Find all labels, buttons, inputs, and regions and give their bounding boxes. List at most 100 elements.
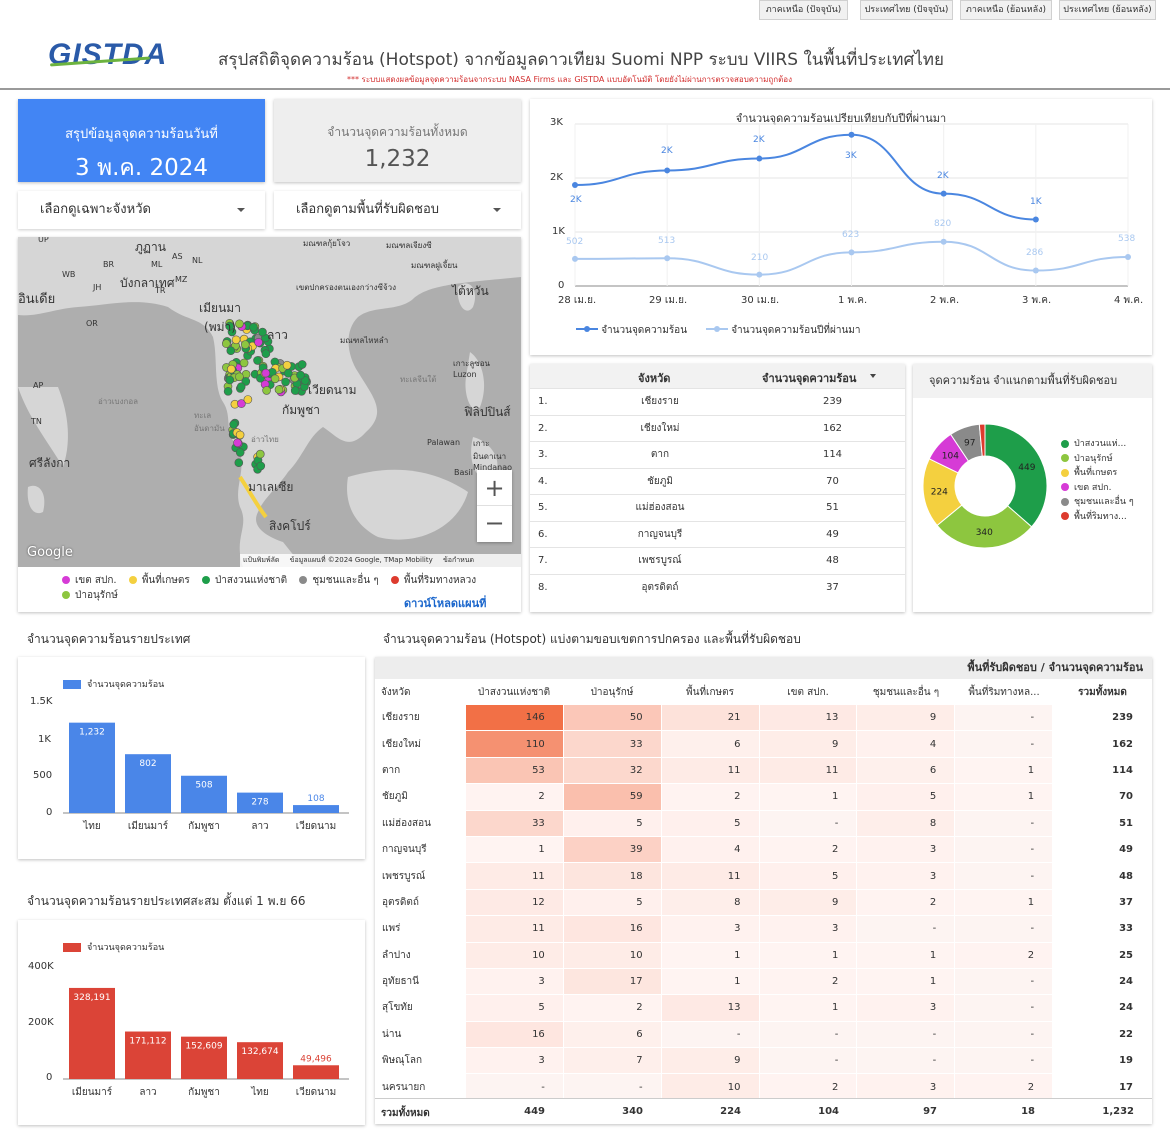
province-row[interactable]: 4. ชัยภูมิ 70 <box>530 467 905 495</box>
pivot-value-cell: 2 <box>758 1073 858 1101</box>
hotspot-dot <box>239 358 249 368</box>
download-map-link[interactable]: ดาวน์โหลดแผนที่ <box>404 597 487 610</box>
pivot-value-cell: 2 <box>660 783 760 811</box>
pivot-row[interactable]: ลำปาง 10 10 1 1 1 2 25 <box>375 941 1152 969</box>
map-label: TN <box>31 417 42 426</box>
count-cell: 162 <box>760 414 905 442</box>
hotspot-dot <box>249 322 258 332</box>
donut-legend-item: เขต สปก. <box>1061 481 1134 496</box>
hotspot-dot <box>234 458 244 467</box>
province-row[interactable]: 2. เชียงใหม่ 162 <box>530 414 905 442</box>
province-row[interactable]: 6. กาญจนบุรี 49 <box>530 520 905 548</box>
pivot-total-cell: 162 <box>1052 730 1152 758</box>
pivot-total-cell: 70 <box>1052 783 1152 811</box>
pivot-row[interactable]: อุตรดิตถ์ 12 5 8 9 2 1 37 <box>375 888 1152 917</box>
btn-thailand-history[interactable]: ประเทศไทย (ย้อนหลัง) <box>1059 0 1156 20</box>
pivot-value-cell: 1 <box>954 756 1054 785</box>
x-tick: เวียดนาม <box>296 1086 336 1098</box>
hotspot-dot <box>283 369 293 378</box>
pivot-row[interactable]: กาญจนบุรี 1 39 4 2 3-49 <box>375 835 1152 864</box>
data-point <box>756 271 763 278</box>
previous-label: 623 <box>842 230 860 240</box>
previous-label: 513 <box>658 236 676 246</box>
pivot-row[interactable]: แพร่ 11 16 3 3- -33 <box>375 915 1152 943</box>
srilanka-shape <box>27 485 45 514</box>
pivot-value-cell: 1 <box>660 967 760 996</box>
btn-north-history[interactable]: ภาคเหนือ (ย้อนหลัง) <box>960 0 1052 20</box>
legend-dot <box>299 576 308 584</box>
zoom-in-button[interactable]: + <box>477 470 512 506</box>
pivot-col-header[interactable]: พื้นที่เกษตร <box>686 687 734 698</box>
pivot-value-cell: 3 <box>464 967 564 996</box>
province-row[interactable]: 3. ตาก 114 <box>530 441 905 468</box>
hotspot-dot <box>256 461 266 471</box>
pivot-col-header[interactable]: เขต สปก. <box>787 687 829 698</box>
pivot-value-cell: 21 <box>660 703 760 732</box>
pivot-row[interactable]: พิษณุโลก 3 7 9- - -19 <box>375 1047 1152 1075</box>
hotspot-dot <box>229 420 238 429</box>
pivot-col-header[interactable]: ป่าอนุรักษ์ <box>590 687 634 698</box>
province-row[interactable]: 8. อุตรดิตถ์ 37 <box>530 573 905 601</box>
pivot-row[interactable]: เพชรบูรณ์ 11 18 11 5 3-48 <box>375 862 1152 890</box>
province-row[interactable]: 5. แม่ฮ่องสอน 51 <box>530 494 905 521</box>
province-row[interactable]: 1. เชียงราย 239 <box>530 388 905 415</box>
pivot-value-cell: 7 <box>562 1047 662 1075</box>
map-legend-item: ป่าสงวนแห่งชาติ <box>201 575 287 586</box>
pivot-row[interactable]: แม่ฮ่องสอน 33 5 5-8-51 <box>375 809 1152 837</box>
col-count[interactable]: จำนวนจุดความร้อน <box>762 372 857 385</box>
pivot-col-header[interactable]: รวมทั้งหมด <box>1078 687 1127 698</box>
pivot-col-header[interactable]: ป่าสงวนแห่งชาติ <box>477 687 551 698</box>
slice-label: 104 <box>942 452 959 462</box>
zoom-out-button[interactable]: − <box>484 509 505 537</box>
header-divider <box>0 88 1170 90</box>
hotspot-dot <box>236 382 246 391</box>
x-tick: 1 พ.ค. <box>838 295 868 306</box>
x-tick: 4 พ.ค. <box>1114 295 1144 306</box>
map-legend-item: เขต สปก. <box>62 575 117 586</box>
sort-desc-icon[interactable] <box>870 374 876 378</box>
pivot-row[interactable]: ชัยภูมิ 2 59 2 1 5 1 70 <box>375 783 1152 811</box>
pivot-value-cell: 146 <box>464 703 564 732</box>
province-row[interactable]: 7. เพชรบูรณ์ 48 <box>530 547 905 574</box>
legend-label: จำนวนจุดความร้อนปีที่ผ่านมา <box>731 325 861 336</box>
pivot-value-cell: 3 <box>464 1047 564 1075</box>
pivot-value-cell: 11 <box>660 862 760 890</box>
map-keyboard-shortcuts[interactable]: แป้นพิมพ์ลัด <box>243 556 280 564</box>
btn-north-current[interactable]: ภาคเหนือ (ปัจจุบัน) <box>759 0 848 20</box>
map-label: มณฑลกุ้ยโจว <box>303 239 351 248</box>
donut-title: จุดความร้อน จำแนกตามพื้นที่รับผิดชอบ <box>913 364 1152 398</box>
btn-thailand-current[interactable]: ประเทศไทย (ปัจจุบัน) <box>860 0 953 20</box>
pivot-row[interactable]: สุโขทัย 5 2 13 1 3-24 <box>375 994 1152 1022</box>
map[interactable]: UP ภูฏาน BR ML AS NL มณฑลกุ้ยโจว มณฑลเจี… <box>18 237 521 567</box>
map-label: OR <box>86 319 98 328</box>
current-label: 2K <box>570 195 582 205</box>
data-point <box>848 131 855 138</box>
chevron-down-icon <box>493 208 501 212</box>
map-legend-label: เขต สปก. <box>75 575 117 586</box>
area-filter[interactable]: เลือกดูตามพื้นที่รับผิดชอบ <box>274 191 521 229</box>
pivot-row[interactable]: น่าน 16 6- - - -22 <box>375 1020 1152 1049</box>
pivot-value-cell: 1 <box>660 941 760 969</box>
pivot-total-cell: 239 <box>1052 703 1152 732</box>
map-label: มณฑลไหหลำ <box>340 336 389 345</box>
pivot-row[interactable]: นครนายก - -10 2 3 2 17 <box>375 1073 1152 1101</box>
x-tick: 2 พ.ค. <box>930 295 960 306</box>
pivot-col-header[interactable]: พื้นที่ริมทางหล... <box>968 687 1040 698</box>
legend-label: จำนวนจุดความร้อน <box>87 943 165 953</box>
pivot-value-cell: 3 <box>856 835 956 864</box>
pivot-row[interactable]: ตาก 53 32 11 11 6 1 114 <box>375 756 1152 785</box>
pivot-row[interactable]: เชียงใหม่ 110 33 6 9 4-162 <box>375 730 1152 758</box>
pivot-col-header[interactable]: ชุมชนและอื่น ๆ <box>872 687 940 698</box>
pivot-province-cell: กาญจนบุรี <box>375 835 466 864</box>
pivot-row[interactable]: เชียงราย 146 50 21 13 9-239 <box>375 703 1152 732</box>
province-filter[interactable]: เลือกดูเฉพาะจังหวัด <box>18 191 265 229</box>
donut-legend-item: ชุมชนและอื่น ๆ <box>1061 495 1134 510</box>
map-terms[interactable]: ข้อกำหนด <box>442 556 475 564</box>
pivot-value-cell: 110 <box>464 730 564 758</box>
pivot-row[interactable]: อุทัยธานี 3 17 1 2 1-24 <box>375 967 1152 996</box>
map-legend-item: พื้นที่เกษตร <box>128 575 190 586</box>
province-cell: ชัยภูมิ <box>560 467 760 495</box>
pivot-value-cell: 3 <box>856 994 956 1022</box>
pivot-col-header[interactable]: จังหวัด <box>381 687 411 698</box>
pivot-value-cell: 5 <box>758 862 858 890</box>
